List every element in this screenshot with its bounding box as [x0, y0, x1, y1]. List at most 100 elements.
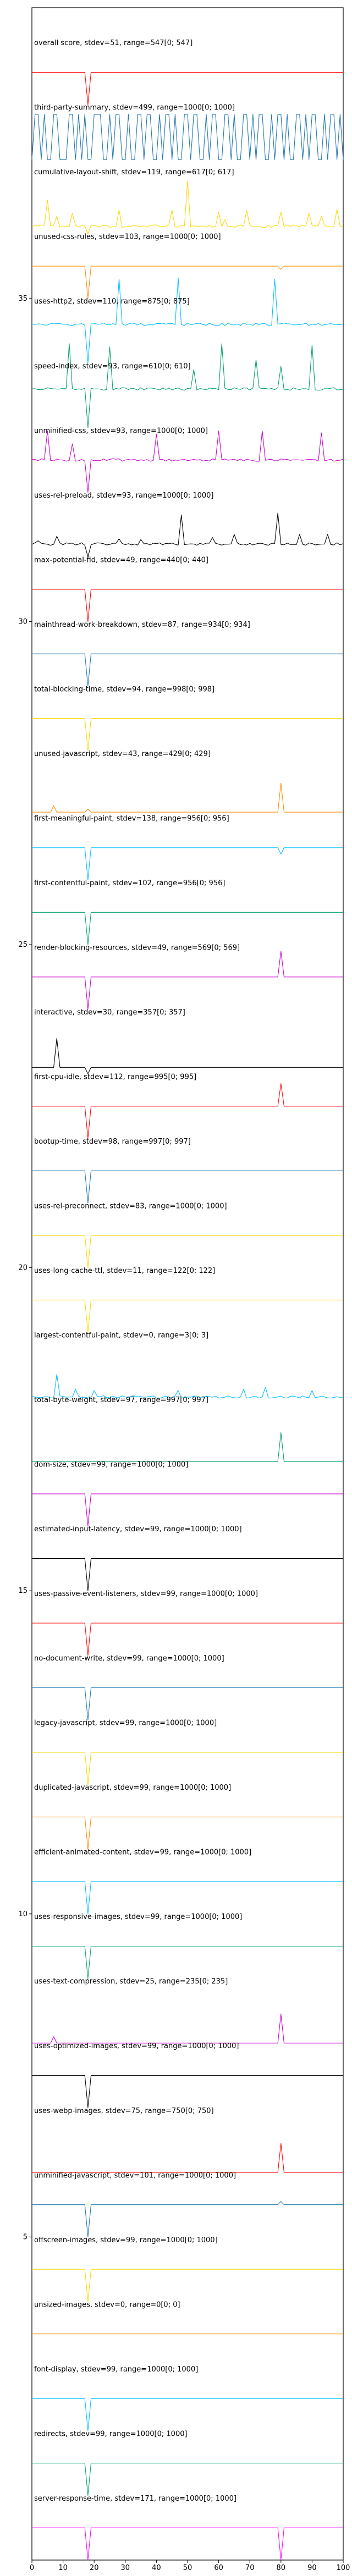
series-line-third-party-summary	[31, 114, 344, 160]
series-line-estimated-input-latency	[32, 1558, 343, 1591]
series-label-efficient-animated-content: efficient-animated-content, stdev=99, ra…	[34, 1849, 251, 1857]
series-line-first-meaningful-paint	[32, 847, 343, 881]
series-line-uses-optimized-images	[32, 2075, 343, 2108]
series-label-estimated-input-latency: estimated-input-latency, stdev=99, range…	[34, 1525, 242, 1534]
x-axis: 0 10 20 30 40 50 60 70 80 90 100	[30, 2560, 350, 2572]
x-tick-label: 40	[152, 2564, 161, 2572]
series-line-uses-rel-preload	[31, 512, 344, 558]
series-label-legacy-javascript: legacy-javascript, stdev=99, range=1000[…	[34, 1719, 217, 1728]
series-line-total-byte-weight	[32, 1432, 343, 1462]
series-label-bootup-time: bootup-time, stdev=98, range=997[0; 997]	[34, 1138, 191, 1146]
series-labels: server-response-time, stdev=171, range=1…	[34, 39, 258, 2503]
x-tick-label: 80	[277, 2564, 286, 2572]
series-line-redirects	[32, 2463, 343, 2496]
series-label-third-party-summary: third-party-summary, stdev=499, range=10…	[34, 104, 235, 112]
y-tick-label: 5	[23, 2233, 28, 2241]
series-label-server-response-time: server-response-time, stdev=171, range=1…	[34, 2495, 237, 2503]
x-tick-label: 90	[307, 2564, 317, 2572]
series-line-uses-responsive-images	[32, 1946, 343, 1979]
series-label-interactive: interactive, stdev=30, range=357[0; 357]	[34, 1008, 185, 1017]
series-line-uses-http2	[31, 277, 344, 363]
y-axis: 5 10 15 20 25 30 35	[18, 295, 32, 2241]
series-label-uses-responsive-images: uses-responsive-images, stdev=99, range=…	[34, 1913, 242, 1921]
series-label-total-blocking-time: total-blocking-time, stdev=94, range=998…	[34, 685, 215, 693]
series-label-unminified-css: unminified-css, stdev=93, range=1000[0; …	[34, 427, 208, 435]
series-line-mainthread-work-breakdown	[32, 653, 343, 687]
series-label-font-display: font-display, stdev=99, range=1000[0; 10…	[34, 2365, 198, 2374]
series-line-overall-score	[32, 71, 343, 105]
series-line-bootup-time	[32, 1170, 343, 1204]
y-tick-label: 10	[18, 1910, 28, 1918]
series-label-first-cpu-idle: first-cpu-idle, stdev=112, range=995[0; …	[34, 1073, 196, 1081]
series-line-efficient-animated-content	[32, 1881, 343, 1915]
x-tick-label: 10	[58, 2564, 68, 2572]
series-label-unminified-javascript: unminified-javascript, stdev=101, range=…	[34, 2171, 236, 2180]
x-tick-label: 60	[214, 2564, 223, 2572]
series-line-no-document-write	[32, 1687, 343, 1720]
y-tick-label: 30	[18, 617, 28, 626]
series-label-unused-css-rules: unused-css-rules, stdev=103, range=1000[…	[34, 233, 221, 241]
series-label-overall-score: overall score, stdev=51, range=547[0; 54…	[34, 39, 193, 47]
series-label-uses-http2: uses-http2, stdev=110, range=875[0; 875]	[34, 297, 190, 306]
series-line-unminified-css	[31, 431, 344, 493]
series-line-uses-webp-images	[32, 2143, 343, 2173]
series-line-interactive	[32, 1038, 343, 1074]
series-label-redirects: redirects, stdev=99, range=1000[0; 1000]	[34, 2430, 188, 2438]
series-label-uses-rel-preconnect: uses-rel-preconnect, stdev=83, range=100…	[34, 1202, 227, 1211]
x-tick-label: 0	[30, 2564, 34, 2572]
series-line-first-cpu-idle	[32, 1083, 343, 1139]
series-line-unused-javascript	[32, 782, 343, 813]
series-line-unminified-javascript	[32, 2201, 343, 2237]
series-line-offscreen-images	[32, 2269, 343, 2302]
series-line-uses-rel-preconnect	[32, 1235, 343, 1268]
series-line-legacy-javascript	[32, 1752, 343, 1785]
series-label-no-document-write: no-document-write, stdev=99, range=1000[…	[34, 1654, 224, 1663]
series-line-uses-passive-event-listeners	[32, 1623, 343, 1656]
x-tick-label: 70	[245, 2564, 255, 2572]
series-label-render-blocking-resources: render-blocking-resources, stdev=49, ran…	[34, 944, 240, 952]
series-line-dom-size	[32, 1493, 343, 1527]
series-line-render-blocking-resources	[32, 951, 343, 1010]
series-label-dom-size: dom-size, stdev=99, range=1000[0; 1000]	[34, 1461, 188, 1469]
series-label-unsized-images: unsized-images, stdev=0, range=0[0; 0]	[34, 2301, 180, 2309]
series-line-max-potential-fid	[32, 589, 343, 622]
series-label-first-contentful-paint: first-contentful-paint, stdev=102, range…	[34, 879, 225, 887]
series-line-unused-css-rules	[32, 266, 343, 299]
series-label-total-byte-weight: total-byte-weight, stdev=97, range=997[0…	[34, 1396, 208, 1404]
series-line-uses-long-cache-ttl	[32, 1299, 343, 1333]
series-label-cumulative-layout-shift: cumulative-layout-shift, stdev=119, rang…	[34, 168, 234, 176]
series-line-speed-index	[31, 343, 344, 428]
y-tick-label: 25	[18, 941, 28, 949]
series-layer	[31, 71, 344, 2561]
series-label-offscreen-images: offscreen-images, stdev=99, range=1000[0…	[34, 2236, 218, 2244]
series-line-largest-contentful-paint	[31, 1374, 344, 1399]
series-label-duplicated-javascript: duplicated-javascript, stdev=99, range=1…	[34, 1784, 231, 1792]
series-label-uses-passive-event-listeners: uses-passive-event-listeners, stdev=99, …	[34, 1590, 258, 1598]
series-line-font-display	[32, 2398, 343, 2431]
x-tick-label: 100	[337, 2564, 350, 2572]
series-label-uses-long-cache-ttl: uses-long-cache-ttl, stdev=11, range=122…	[34, 1267, 215, 1275]
series-label-mainthread-work-breakdown: mainthread-work-breakdown, stdev=87, ran…	[34, 621, 250, 629]
series-line-cumulative-layout-shift	[31, 180, 344, 234]
y-tick-label: 15	[18, 1587, 28, 1595]
series-line-server-response-time	[32, 2527, 343, 2561]
x-tick-label: 20	[90, 2564, 99, 2572]
series-line-uses-text-compression	[32, 2014, 343, 2044]
series-label-largest-contentful-paint: largest-contentful-paint, stdev=0, range…	[34, 1332, 208, 1340]
series-label-max-potential-fid: max-potential-fid, stdev=49, range=440[0…	[34, 556, 208, 564]
x-tick-label: 30	[121, 2564, 130, 2572]
x-tick-label: 50	[183, 2564, 193, 2572]
series-label-unused-javascript: unused-javascript, stdev=43, range=429[0…	[34, 750, 211, 758]
series-line-total-blocking-time	[32, 718, 343, 752]
series-label-speed-index: speed-index, stdev=93, range=610[0; 610]	[34, 362, 191, 371]
series-line-first-contentful-paint	[32, 912, 343, 945]
series-label-first-meaningful-paint: first-meaningful-paint, stdev=138, range…	[34, 814, 229, 823]
y-tick-label: 35	[18, 295, 28, 303]
y-tick-label: 20	[18, 1264, 28, 1272]
series-label-uses-text-compression: uses-text-compression, stdev=25, range=2…	[34, 1978, 228, 1986]
series-label-uses-webp-images: uses-webp-images, stdev=75, range=750[0;…	[34, 2107, 214, 2115]
series-label-uses-optimized-images: uses-optimized-images, stdev=99, range=1…	[34, 2042, 239, 2050]
series-label-uses-rel-preload: uses-rel-preload, stdev=93, range=1000[0…	[34, 492, 214, 500]
